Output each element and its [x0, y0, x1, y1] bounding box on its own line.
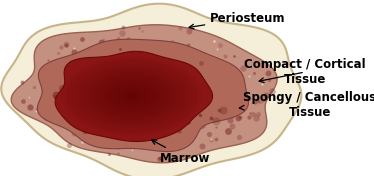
Polygon shape: [67, 59, 197, 133]
Polygon shape: [11, 25, 277, 163]
Text: Compact / Cortical
Tissue: Compact / Cortical Tissue: [244, 58, 366, 86]
Polygon shape: [81, 67, 183, 125]
Polygon shape: [128, 94, 136, 98]
Polygon shape: [71, 62, 193, 130]
Polygon shape: [114, 86, 150, 106]
Polygon shape: [123, 91, 141, 101]
Polygon shape: [95, 75, 169, 117]
Polygon shape: [37, 39, 248, 152]
Polygon shape: [76, 64, 188, 128]
Text: Periosteum: Periosteum: [189, 11, 286, 29]
Polygon shape: [90, 73, 174, 120]
Text: Marrow: Marrow: [152, 140, 210, 165]
Polygon shape: [119, 89, 145, 103]
Text: Spongy / Cancellous
Tissue: Spongy / Cancellous Tissue: [239, 91, 374, 119]
Polygon shape: [109, 83, 155, 109]
Polygon shape: [86, 70, 178, 122]
Polygon shape: [1, 4, 301, 176]
Polygon shape: [104, 80, 160, 112]
Polygon shape: [62, 56, 202, 136]
Polygon shape: [55, 51, 212, 142]
Polygon shape: [100, 78, 164, 114]
